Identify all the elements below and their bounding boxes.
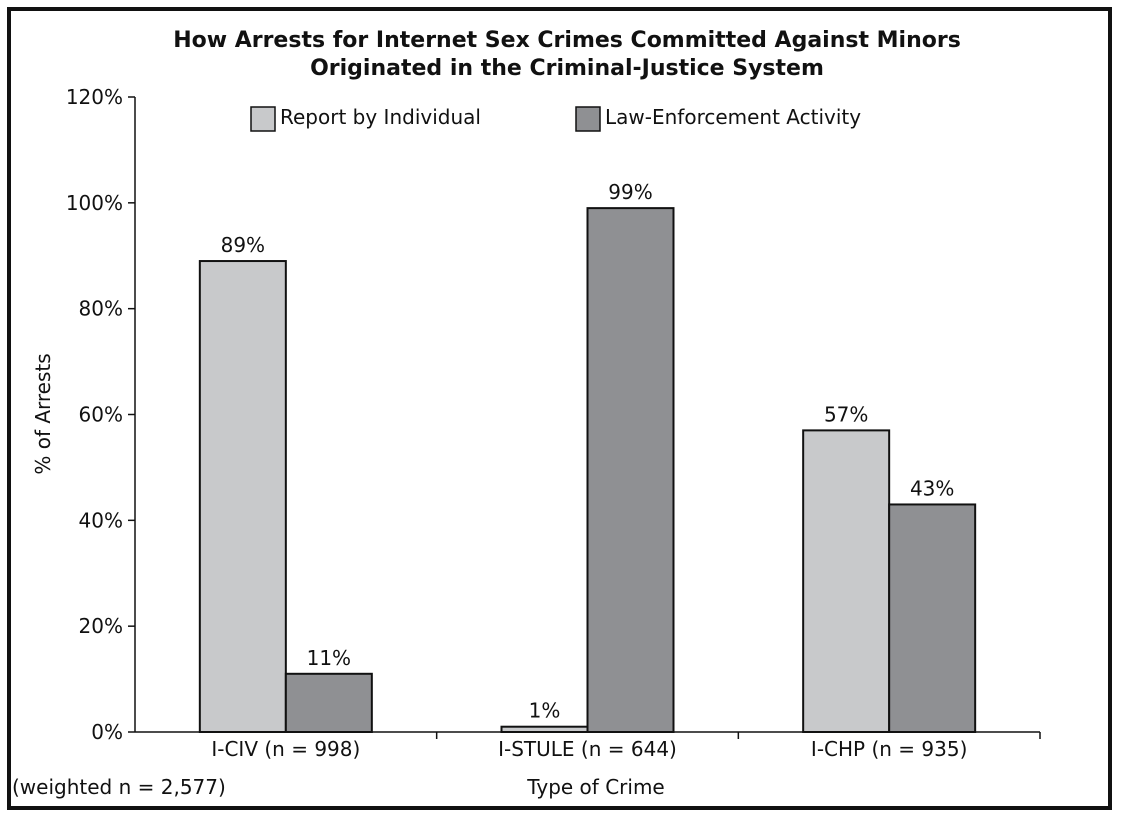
legend-swatch-report-by-individual (250, 106, 276, 132)
x-axis-label: Type of Crime (526, 775, 664, 799)
x-tick-label: I-CIV (n = 998) (211, 737, 360, 761)
y-axis-label: % of Arrests (31, 353, 55, 474)
data-label: 43% (910, 476, 954, 500)
y-tick-label: 60% (79, 403, 123, 427)
data-label: 89% (221, 233, 265, 257)
y-tick-label: 100% (66, 191, 123, 215)
y-tick-label: 20% (79, 614, 123, 638)
legend-label-law-enforcement-activity: Law-Enforcement Activity (605, 105, 861, 129)
chart-title-line-1: How Arrests for Internet Sex Crimes Comm… (173, 28, 961, 53)
bar (586, 207, 675, 733)
x-tick-label: I-CHP (n = 935) (811, 737, 967, 761)
y-tick-label: 0% (91, 720, 123, 744)
bar (802, 429, 891, 733)
bar (500, 725, 589, 733)
data-label: 1% (529, 699, 561, 723)
legend-swatch-law-enforcement-activity (575, 106, 601, 132)
bar (198, 260, 287, 733)
legend-label-report-by-individual: Report by Individual (280, 105, 481, 129)
y-tick-label: 40% (79, 508, 123, 532)
data-label: 11% (307, 646, 351, 670)
bar (284, 672, 373, 734)
y-tick-label: 120% (66, 85, 123, 109)
chart-title-line-2: Originated in the Criminal-Justice Syste… (310, 56, 824, 81)
weighted-n-note: (weighted n = 2,577) (12, 775, 226, 799)
x-tick-label: I-STULE (n = 644) (498, 737, 677, 761)
data-label: 57% (824, 402, 868, 426)
data-label: 99% (608, 180, 652, 204)
plot-area: 0% 20% 40% 60% 80% 100% 120% I-CIV (n = 998) 89%… (66, 85, 1041, 761)
bar (888, 503, 977, 734)
y-tick-label: 80% (79, 297, 123, 321)
